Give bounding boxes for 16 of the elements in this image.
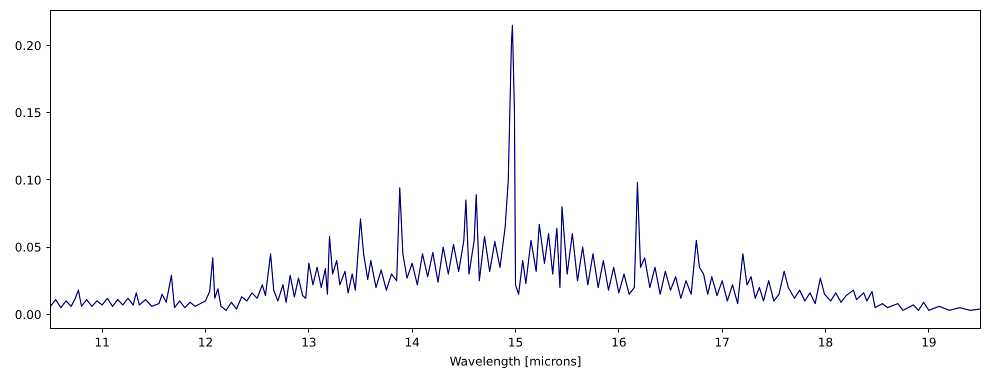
x-tick-label: 13 xyxy=(301,336,316,350)
x-tick-label: 12 xyxy=(198,336,214,350)
x-tick-label: 17 xyxy=(714,336,730,350)
line-series xyxy=(50,24,980,311)
x-tick-label: 11 xyxy=(94,336,110,350)
x-axis-title: Wavelength [microns] xyxy=(450,354,582,368)
y-tick-label: 0.05 xyxy=(14,240,42,255)
x-tick-label: 19 xyxy=(921,336,936,350)
y-tick-label: 0.00 xyxy=(14,308,42,322)
y-tick-label: 0.10 xyxy=(14,173,42,188)
x-tick-label: 16 xyxy=(611,336,626,350)
y-tick-label: 0.20 xyxy=(14,38,42,53)
x-tick-label: 14 xyxy=(404,336,420,350)
y-tick-label: 0.15 xyxy=(14,106,42,120)
x-tick-label: 18 xyxy=(818,336,834,350)
x-tick-label: 15 xyxy=(508,336,524,350)
